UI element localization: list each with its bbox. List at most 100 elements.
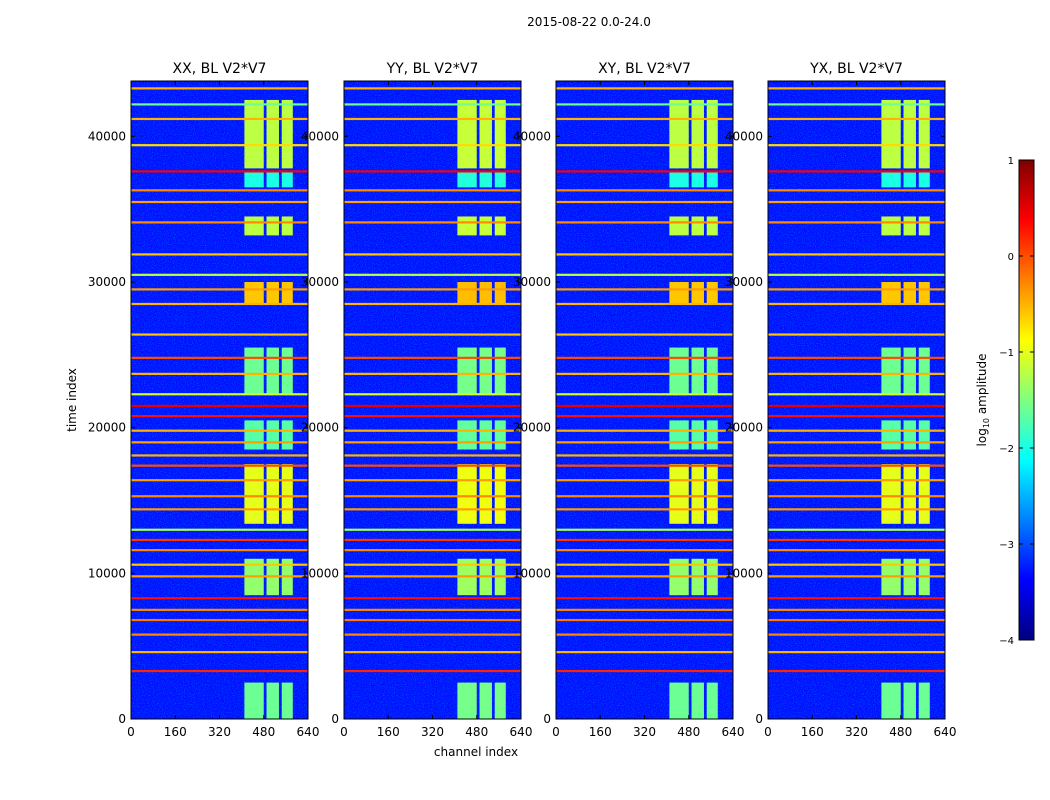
rfi-block bbox=[881, 464, 901, 524]
flagged-row bbox=[768, 356, 945, 359]
rfi-block bbox=[881, 282, 901, 304]
flagged-row bbox=[556, 288, 733, 291]
x-tick-label: 0 bbox=[552, 725, 560, 739]
flagged-row bbox=[344, 253, 521, 256]
flagged-row bbox=[131, 528, 308, 531]
rfi-block bbox=[669, 171, 689, 188]
rfi-block bbox=[918, 420, 930, 450]
flagged-row bbox=[556, 117, 733, 121]
rfi-block bbox=[903, 216, 916, 236]
colorbar-gradient bbox=[1018, 159, 1035, 641]
rfi-block bbox=[669, 464, 689, 524]
flagged-row bbox=[556, 549, 733, 552]
flagged-row bbox=[768, 253, 945, 256]
rfi-block bbox=[244, 282, 264, 304]
flagged-row bbox=[131, 508, 308, 511]
flagged-row bbox=[768, 479, 945, 482]
rfi-block bbox=[457, 171, 477, 188]
flagged-row bbox=[556, 633, 733, 636]
rfi-block bbox=[281, 216, 293, 236]
flagged-row bbox=[131, 549, 308, 552]
flagged-row bbox=[768, 508, 945, 511]
flagged-row bbox=[556, 393, 733, 396]
flagged-row bbox=[556, 669, 733, 673]
flagged-row bbox=[556, 253, 733, 256]
heatmap-noise bbox=[768, 81, 945, 719]
flagged-row bbox=[131, 189, 308, 192]
colorbar-tick-label: −4 bbox=[999, 636, 1014, 647]
rfi-block bbox=[457, 347, 477, 395]
rfi-block bbox=[281, 171, 293, 188]
x-tick-label: 160 bbox=[589, 725, 612, 739]
colorbar-tick-label: −1 bbox=[999, 348, 1014, 359]
rfi-block bbox=[457, 282, 477, 304]
x-tick-label: 640 bbox=[722, 725, 745, 739]
flagged-row bbox=[344, 669, 521, 673]
rfi-block bbox=[479, 99, 492, 169]
flagged-row bbox=[344, 372, 521, 375]
flagged-row bbox=[344, 302, 521, 306]
flagged-row bbox=[344, 189, 521, 192]
colorbar: 10−1−2−3−4 log10 amplitude bbox=[975, 156, 1035, 647]
rfi-block bbox=[918, 282, 930, 304]
y-tick-label: 20000 bbox=[725, 421, 763, 435]
x-tick-label: 320 bbox=[208, 725, 231, 739]
flagged-row bbox=[556, 441, 733, 444]
rfi-block bbox=[706, 99, 718, 169]
flagged-row bbox=[768, 495, 945, 498]
x-tick-label: 480 bbox=[889, 725, 912, 739]
y-axis-label: time index bbox=[65, 368, 79, 432]
flagged-row bbox=[556, 575, 733, 578]
rfi-block bbox=[244, 99, 264, 169]
y-tick-label: 40000 bbox=[513, 129, 551, 143]
flagged-row bbox=[344, 170, 521, 173]
flagged-row bbox=[768, 117, 945, 121]
rfi-block bbox=[244, 347, 264, 395]
rfi-block bbox=[881, 347, 901, 395]
panel-3: YX, BL V2*V7 0 160 320 480 640 0 10000 20000 3000… bbox=[725, 61, 957, 739]
x-tick-label: 640 bbox=[510, 725, 533, 739]
rfi-block bbox=[494, 171, 506, 188]
colorbar-tick-label: 0 bbox=[1008, 252, 1014, 263]
rfi-block bbox=[706, 682, 718, 719]
rfi-block bbox=[691, 464, 704, 524]
rfi-block bbox=[494, 282, 506, 304]
flagged-row bbox=[131, 221, 308, 224]
flagged-row bbox=[768, 221, 945, 224]
x-tick-label: 0 bbox=[764, 725, 772, 739]
flagged-row bbox=[131, 563, 308, 566]
y-tick-label: 30000 bbox=[725, 275, 763, 289]
flagged-row bbox=[768, 563, 945, 566]
flagged-row bbox=[556, 189, 733, 192]
rfi-block bbox=[244, 420, 264, 450]
rfi-block bbox=[244, 682, 264, 719]
figure-suptitle: 2015-08-22 0.0-24.0 bbox=[527, 15, 651, 29]
rfi-block bbox=[903, 464, 916, 524]
rfi-block bbox=[266, 171, 279, 188]
rfi-block bbox=[903, 682, 916, 719]
panel-2: XY, BL V2*V7 0 160 320 480 640 0 10000 20000 3000… bbox=[513, 61, 745, 739]
flagged-row bbox=[768, 633, 945, 636]
y-tick-label: 30000 bbox=[301, 275, 339, 289]
y-tick-label: 0 bbox=[755, 712, 763, 726]
rfi-block bbox=[669, 347, 689, 395]
flagged-row bbox=[768, 144, 945, 147]
rfi-block bbox=[903, 99, 916, 169]
flagged-row bbox=[131, 103, 308, 106]
panel-title: YX, BL V2*V7 bbox=[809, 61, 903, 77]
x-tick-label: 320 bbox=[845, 725, 868, 739]
colorbar-tick-label: 1 bbox=[1008, 156, 1014, 167]
rfi-block bbox=[479, 464, 492, 524]
rfi-block bbox=[691, 282, 704, 304]
rfi-block bbox=[669, 99, 689, 169]
flagged-row bbox=[768, 189, 945, 192]
rfi-block bbox=[244, 171, 264, 188]
rfi-block bbox=[244, 216, 264, 236]
flagged-row bbox=[344, 333, 521, 336]
flagged-row bbox=[344, 200, 521, 204]
flagged-row bbox=[768, 273, 945, 276]
flagged-row bbox=[344, 597, 521, 600]
flagged-row bbox=[131, 117, 308, 121]
flagged-row bbox=[768, 393, 945, 396]
flagged-row bbox=[556, 528, 733, 531]
